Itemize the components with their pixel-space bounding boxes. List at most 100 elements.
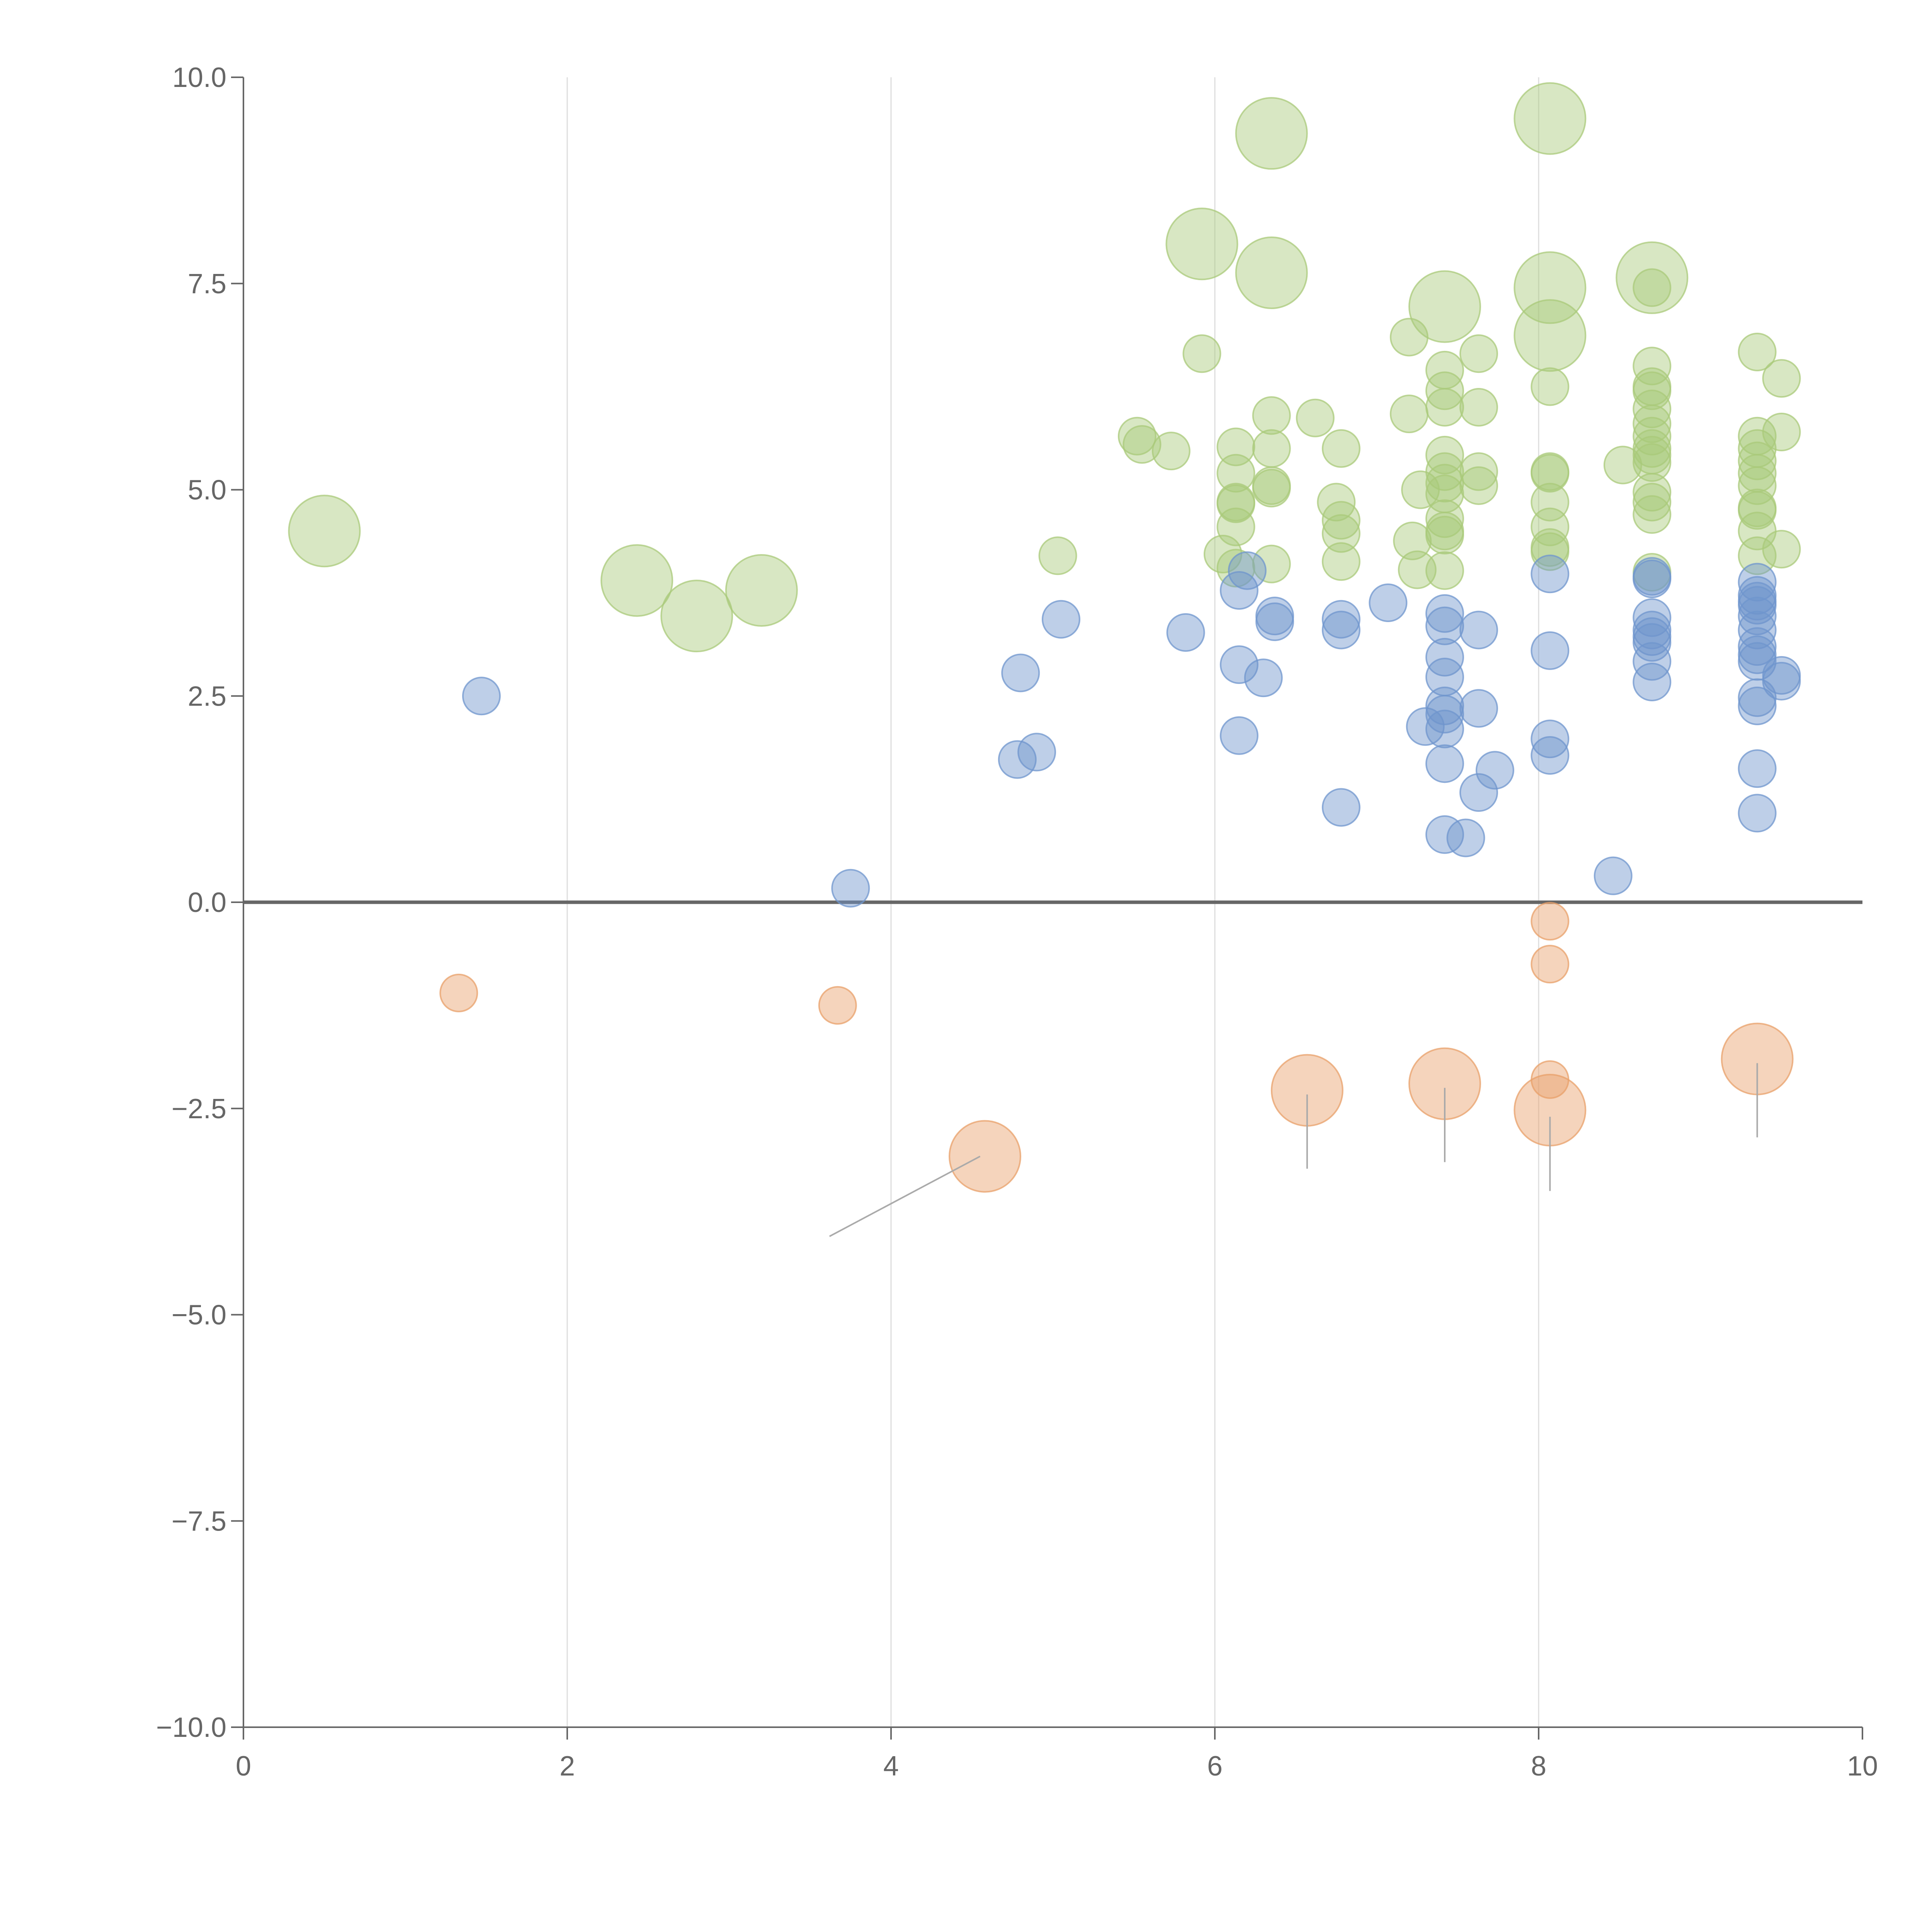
green-bubble xyxy=(660,580,733,653)
green-bubble xyxy=(1252,469,1291,508)
blue-bubble xyxy=(1255,597,1294,636)
green-bubble xyxy=(1408,270,1481,343)
green-bubble xyxy=(1321,514,1361,553)
x-tick-label: 2 xyxy=(560,1751,575,1782)
blue-bubble xyxy=(1531,554,1570,594)
blue-bubble xyxy=(1446,818,1485,857)
blue-bubble xyxy=(1594,856,1633,895)
blue-bubble xyxy=(1738,749,1777,788)
green-bubble xyxy=(1531,532,1570,571)
blue-bubble xyxy=(1475,751,1514,790)
green-bubble xyxy=(1459,452,1498,491)
x-tick-label: 4 xyxy=(883,1751,899,1782)
green-bubble xyxy=(1296,398,1335,437)
axes xyxy=(243,77,1862,1728)
green-bubble xyxy=(1393,521,1432,560)
green-bubble xyxy=(1531,454,1570,493)
green-bubble xyxy=(1235,97,1308,170)
blue-bubble xyxy=(1531,736,1570,775)
green-bubble xyxy=(1633,389,1672,429)
blue-bubble xyxy=(831,869,870,908)
blue-bubble xyxy=(1738,678,1777,717)
blue-bubble xyxy=(1219,645,1259,684)
green-bubble xyxy=(1216,484,1255,523)
green-bubble xyxy=(1459,334,1498,373)
green-bubble xyxy=(1633,495,1672,534)
blue-bubble xyxy=(462,677,501,716)
green-bubble xyxy=(1151,432,1190,471)
x-tick-label: 0 xyxy=(236,1751,251,1782)
green-bubble xyxy=(1762,413,1801,452)
blue-bubble xyxy=(1738,627,1777,666)
green-bubble xyxy=(1514,299,1587,372)
green-bubble xyxy=(1531,367,1570,406)
blue-bubble xyxy=(1738,597,1777,636)
green-bubble xyxy=(1603,446,1642,485)
green-bubble xyxy=(288,495,361,568)
blue-bubble xyxy=(1166,613,1205,652)
x-tick-label: 6 xyxy=(1207,1751,1223,1782)
green-bubble xyxy=(1738,536,1777,575)
green-bubble xyxy=(1738,332,1777,371)
x-tick-label: 10 xyxy=(1847,1751,1878,1782)
green-bubble xyxy=(1389,318,1429,357)
blue-bubble xyxy=(1321,600,1361,639)
green-bubble xyxy=(1216,427,1255,466)
green-bubble xyxy=(600,544,673,617)
orange-bubble xyxy=(1531,902,1570,941)
blue-bubble xyxy=(1762,656,1801,695)
blue-bubble xyxy=(1425,815,1464,854)
green-bubble xyxy=(1165,207,1238,281)
blue-bubble xyxy=(1321,788,1361,827)
green-bubble xyxy=(1425,388,1464,427)
y-tick-label: 10.0 xyxy=(172,62,226,93)
green-bubble xyxy=(1425,515,1464,554)
tick-labels: −10.0 −7.5 −5.0 −2.5 0.0 2.5 5.0 7.5 10.0 0 2 4 6 8 10 xyxy=(156,62,1878,1782)
y-tick-label: −7.5 xyxy=(172,1506,226,1537)
blue-bubble xyxy=(1459,689,1498,728)
blue-bubble xyxy=(1633,662,1672,701)
orange-bubble xyxy=(818,986,857,1025)
y-tick-label: −5.0 xyxy=(172,1300,226,1331)
green-bubble xyxy=(1633,443,1672,482)
green-bubble xyxy=(725,554,798,627)
green-bubble xyxy=(1252,429,1291,468)
blue-bubble xyxy=(1531,631,1570,670)
blue-bubble xyxy=(1369,583,1408,622)
green-bubble xyxy=(1389,395,1429,434)
green-bubble xyxy=(1321,501,1361,540)
orange-bubble xyxy=(949,1120,1022,1193)
blue-bubble xyxy=(1406,707,1445,746)
green-bubble xyxy=(1321,429,1361,468)
green-bubble xyxy=(1633,473,1672,512)
blue-bubble xyxy=(1017,733,1056,772)
x-tick-label: 8 xyxy=(1531,1751,1546,1782)
y-tick-label: 2.5 xyxy=(188,681,226,712)
green-bubble xyxy=(1182,334,1221,373)
y-tick-label: 7.5 xyxy=(188,269,226,299)
blue-bubble xyxy=(1531,719,1570,759)
green-bubble xyxy=(1459,388,1498,427)
blue-bubble xyxy=(1321,611,1361,650)
blue-bubble xyxy=(1762,662,1801,701)
orange-bubble xyxy=(439,973,478,1012)
blue-bubble xyxy=(1244,658,1283,697)
green-bubble xyxy=(1038,536,1077,575)
y-tick-label: 0.0 xyxy=(188,887,226,918)
green-bubble xyxy=(1738,491,1777,530)
green-bubble xyxy=(1425,435,1464,474)
y-tick-label: −2.5 xyxy=(172,1094,226,1124)
green-bubble xyxy=(1633,483,1672,522)
y-tick-label: −10.0 xyxy=(156,1712,226,1743)
green-bubble xyxy=(1252,544,1291,583)
green-bubble xyxy=(1514,82,1587,155)
green-bubble xyxy=(1235,236,1308,309)
blue-bubble xyxy=(1425,744,1464,783)
green-bubble xyxy=(1321,542,1361,581)
green-bubble xyxy=(1616,241,1689,314)
blue-bubble xyxy=(1738,794,1777,833)
green-bubble xyxy=(1425,551,1464,590)
green-bubble xyxy=(1762,359,1801,398)
green-bubble xyxy=(1425,452,1464,491)
blue-bubble xyxy=(998,740,1037,779)
